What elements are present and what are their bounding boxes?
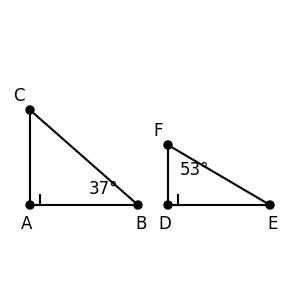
Text: 37°: 37° <box>88 180 118 198</box>
Circle shape <box>266 201 274 209</box>
Text: A: A <box>21 215 33 233</box>
Text: C: C <box>14 87 25 105</box>
Text: B: B <box>135 215 147 233</box>
Circle shape <box>26 106 34 114</box>
Circle shape <box>164 201 172 209</box>
Circle shape <box>26 201 34 209</box>
Circle shape <box>134 201 142 209</box>
Text: 53°: 53° <box>180 161 209 179</box>
Text: D: D <box>159 215 171 233</box>
Text: F: F <box>154 122 163 140</box>
Circle shape <box>164 141 172 149</box>
Text: E: E <box>268 215 278 233</box>
